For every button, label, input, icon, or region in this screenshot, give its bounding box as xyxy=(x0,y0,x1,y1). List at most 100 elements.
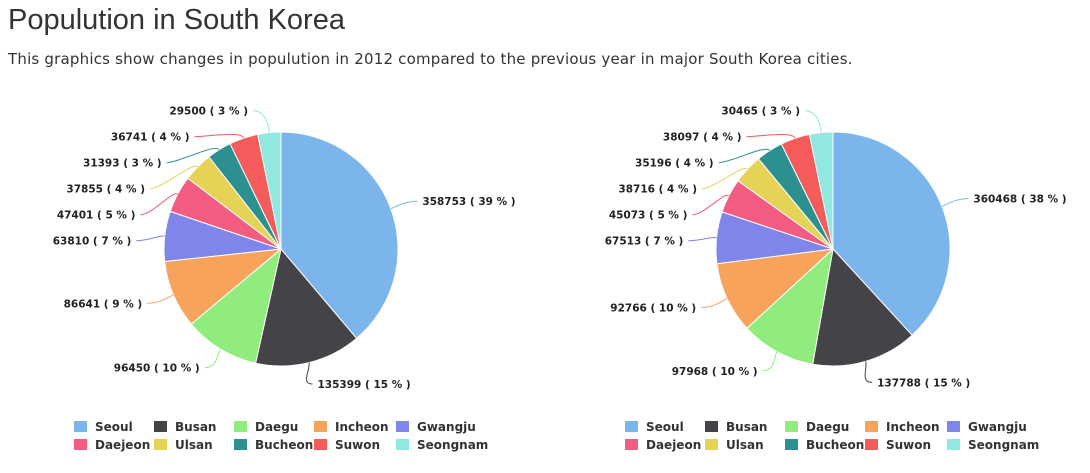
connector-bucheon xyxy=(166,147,220,164)
legend-swatch xyxy=(947,421,960,432)
connector-gwangju xyxy=(688,237,717,242)
connector-ulsan xyxy=(701,167,748,190)
legend-item-ulsan[interactable]: Ulsan xyxy=(154,438,213,452)
legend-label: Bucheon xyxy=(255,438,313,452)
legend-label: Daejeon xyxy=(646,438,701,452)
connector-gwangju xyxy=(136,235,165,242)
data-label-seoul: 360468 ( 38 % ) xyxy=(973,194,1066,206)
connector-incheon xyxy=(701,297,728,309)
data-label-ulsan: 37855 ( 4 % ) xyxy=(66,184,145,196)
legend-item-bucheon[interactable]: Bucheon xyxy=(234,438,313,452)
legend-swatch xyxy=(705,439,718,450)
legend-item-bucheon[interactable]: Bucheon xyxy=(785,438,864,452)
legend-swatch xyxy=(396,439,409,450)
legend-swatch xyxy=(74,439,87,450)
data-label-suwon: 36741 ( 4 % ) xyxy=(111,132,190,144)
legend: Seoul Busan Daegu Incheon Gwangju Daejeon Ulsa… xyxy=(74,420,488,452)
legend-item-ulsan[interactable]: Ulsan xyxy=(705,438,764,452)
legend-swatch xyxy=(154,421,167,432)
data-label-gwangju: 63810 ( 7 % ) xyxy=(53,236,132,248)
legend-swatch xyxy=(947,439,960,450)
connector-bucheon xyxy=(718,148,770,164)
pie-slice-daegu[interactable] xyxy=(746,247,834,365)
legend-swatch xyxy=(865,421,878,432)
legend-item-seongnam[interactable]: Seongnam xyxy=(947,438,1039,452)
pie-slice-daegu[interactable] xyxy=(190,247,282,364)
page-title: Populution in South Korea xyxy=(8,4,345,36)
legend-item-seoul[interactable]: Seoul xyxy=(625,420,684,434)
legend-label: Bucheon xyxy=(806,438,864,452)
connector-busan xyxy=(864,361,873,383)
legend-label: Suwon xyxy=(886,438,931,452)
connector-daejeon xyxy=(140,193,178,216)
data-label-bucheon: 31393 ( 3 % ) xyxy=(83,158,162,170)
legend-item-suwon[interactable]: Suwon xyxy=(314,438,380,452)
legend-item-daejeon[interactable]: Daejeon xyxy=(74,438,150,452)
legend: Seoul Busan Daegu Incheon Gwangju Daejeon Ulsa… xyxy=(625,420,1039,452)
legend-swatch xyxy=(234,439,247,450)
legend-item-daegu[interactable]: Daegu xyxy=(234,420,298,434)
legend-item-gwangju[interactable]: Gwangju xyxy=(396,420,476,434)
pie-slice-seoul[interactable] xyxy=(280,131,399,340)
data-labels: 358753 ( 39 % ) 135399 ( 15 % ) 29500 ( 3 … xyxy=(53,106,516,391)
legend-item-incheon[interactable]: Incheon xyxy=(865,420,940,434)
pie-chart-2011: 358753 ( 39 % ) 135399 ( 15 % ) 29500 ( 3 … xyxy=(53,106,516,452)
connector-daejeon xyxy=(692,194,730,216)
data-label-busan: 137788 ( 15 % ) xyxy=(877,377,970,389)
data-label-daejeon: 47401 ( 5 % ) xyxy=(57,210,136,222)
legend-label: Busan xyxy=(175,420,216,434)
connector-seongnam xyxy=(804,110,822,133)
legend-swatch xyxy=(865,439,878,450)
legend-item-seongnam[interactable]: Seongnam xyxy=(396,438,488,452)
legend-label: Daejeon xyxy=(95,438,150,452)
legend-label: Incheon xyxy=(335,420,389,434)
legend-item-incheon[interactable]: Incheon xyxy=(314,420,389,434)
connector-seoul xyxy=(390,200,418,210)
legend-label: Gwangju xyxy=(417,420,476,434)
legend-item-daegu[interactable]: Daegu xyxy=(785,420,849,434)
legend-label: Busan xyxy=(726,420,767,434)
legend-label: Ulsan xyxy=(175,438,213,452)
data-label-incheon: 86641 ( 9 % ) xyxy=(64,298,143,310)
data-label-seoul: 358753 ( 39 % ) xyxy=(422,196,515,208)
data-label-seongnam: 30465 ( 3 % ) xyxy=(721,106,800,118)
legend-label: Daegu xyxy=(806,420,849,434)
data-label-gwangju: 67513 ( 7 % ) xyxy=(605,236,684,248)
data-label-busan: 135399 ( 15 % ) xyxy=(318,379,411,391)
legend-item-daejeon[interactable]: Daejeon xyxy=(625,438,701,452)
legend-item-gwangju[interactable]: Gwangju xyxy=(947,420,1027,434)
data-label-incheon: 92766 ( 10 % ) xyxy=(610,303,696,315)
connector-daegu xyxy=(762,351,778,372)
legend-label: Seongnam xyxy=(968,438,1039,452)
legend-item-busan[interactable]: Busan xyxy=(154,420,216,434)
pie-slice-incheon[interactable] xyxy=(716,248,835,329)
data-label-ulsan: 38716 ( 4 % ) xyxy=(618,184,697,196)
data-label-daegu: 96450 ( 10 % ) xyxy=(114,363,200,375)
legend-swatch xyxy=(314,439,327,450)
connector-incheon xyxy=(147,294,174,304)
legend-item-suwon[interactable]: Suwon xyxy=(865,438,931,452)
connector-suwon xyxy=(194,133,245,139)
legend-swatch xyxy=(625,421,638,432)
legend-label: Seongnam xyxy=(417,438,488,452)
pie-chart-2012: 360468 ( 38 % ) 137788 ( 15 % ) 30465 ( 3 … xyxy=(605,106,1067,452)
data-label-suwon: 38097 ( 4 % ) xyxy=(663,132,742,144)
legend-swatch xyxy=(705,421,718,432)
legend-label: Incheon xyxy=(886,420,940,434)
legend-item-seoul[interactable]: Seoul xyxy=(74,420,133,434)
legend-item-busan[interactable]: Busan xyxy=(705,420,767,434)
legend-label: Seoul xyxy=(646,420,684,434)
legend-label: Seoul xyxy=(95,420,133,434)
data-label-seongnam: 29500 ( 3 % ) xyxy=(169,106,248,118)
page-subtitle: This graphics show changes in populution… xyxy=(8,50,853,68)
data-label-daegu: 97968 ( 10 % ) xyxy=(672,366,758,378)
legend-label: Suwon xyxy=(335,438,380,452)
connector-busan xyxy=(305,362,313,385)
connector-daegu xyxy=(204,348,221,369)
legend-label: Gwangju xyxy=(968,420,1027,434)
legend-label: Daegu xyxy=(255,420,298,434)
legend-swatch xyxy=(74,421,87,432)
connector-seoul xyxy=(941,198,969,208)
pie-slices xyxy=(163,131,399,367)
